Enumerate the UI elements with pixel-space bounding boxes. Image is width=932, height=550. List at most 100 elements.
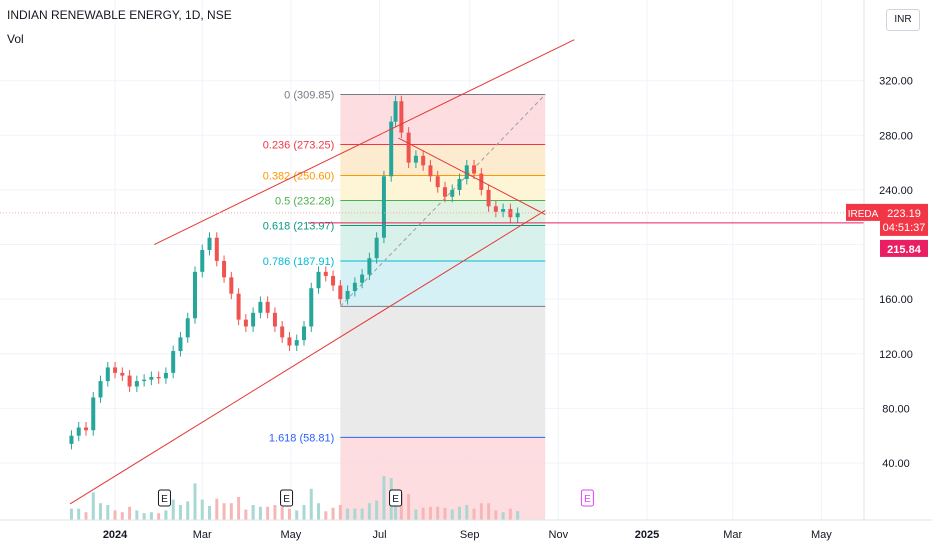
trendline-drawings[interactable] xyxy=(0,39,864,505)
x-tick-label: Mar xyxy=(193,529,212,541)
volume-bar xyxy=(157,513,161,520)
earnings-marker-label: E xyxy=(161,494,168,505)
candle-body xyxy=(156,376,161,379)
fib-zone xyxy=(340,94,546,145)
fib-level-label: 0.236 (273.25) xyxy=(263,140,335,152)
last-price-badge xyxy=(880,203,928,236)
price-badges: IREDA 223.19 04:51:37 215.84 xyxy=(846,203,928,257)
x-tick-label: 2024 xyxy=(103,529,128,541)
x-tick-label: Jul xyxy=(373,529,387,541)
fib-zone xyxy=(340,261,546,307)
candle-body xyxy=(515,212,520,218)
time-axis[interactable]: 2024 Mar May Jul Sep Nov 2025 Mar May xyxy=(103,529,832,541)
fib-level-label: 0.382 (250.60) xyxy=(263,170,335,182)
volume-bar xyxy=(479,503,483,520)
trendline-descending xyxy=(398,137,546,215)
volume-indicator-label[interactable]: Vol xyxy=(7,32,24,46)
volume-bar xyxy=(215,498,219,520)
volume-bar xyxy=(106,505,110,520)
fib-level-label: 0 (309.85) xyxy=(284,90,334,102)
fib-zone xyxy=(340,200,546,226)
candle-body xyxy=(120,372,125,376)
y-tick-label: 240.00 xyxy=(879,185,913,197)
earnings-marker-label: E xyxy=(392,494,399,505)
price-axis[interactable]: 40.00 80.00 120.00 160.00 240.00 280.00 320.00 xyxy=(879,76,913,470)
volume-bar xyxy=(171,499,175,520)
fib-zone xyxy=(340,175,546,201)
candle-body xyxy=(316,271,321,289)
candle-body xyxy=(280,326,285,338)
x-tick-label: May xyxy=(811,529,832,541)
volume-bar xyxy=(120,512,124,520)
x-tick-label: Nov xyxy=(549,529,569,541)
volume-bar xyxy=(494,510,498,520)
candle-body xyxy=(200,250,205,272)
fib-level-label: 0.786 (187.91) xyxy=(263,256,335,268)
volume-bar xyxy=(465,505,469,520)
volume-bar xyxy=(399,493,403,520)
currency-selector[interactable]: INR xyxy=(886,9,920,31)
fib-zone-extension xyxy=(340,437,546,520)
candle-body xyxy=(258,301,263,313)
candle-body xyxy=(428,165,433,177)
candle-body xyxy=(98,381,103,398)
volume-bar xyxy=(273,505,277,520)
earnings-marker-label: E xyxy=(283,494,290,505)
chart-title: INDIAN RENEWABLE ENERGY, 1D, NSE xyxy=(7,8,232,22)
volume-bar xyxy=(375,500,379,520)
trendline-channel-lower xyxy=(69,209,546,505)
candle-body xyxy=(323,271,328,276)
fibonacci-retracement[interactable]: 0 (309.85) 0.236 (273.25) 0.382 (250.60) 0.… xyxy=(263,90,546,520)
volume-bar xyxy=(222,503,226,520)
candle-body xyxy=(442,187,447,197)
fib-zone xyxy=(340,306,546,438)
horizontal-line-value: 215.84 xyxy=(887,244,922,256)
volume-bar xyxy=(317,503,321,520)
candle-body xyxy=(171,351,176,373)
volume-bar xyxy=(450,509,454,520)
volume-bar xyxy=(338,505,342,520)
earnings-marker[interactable] xyxy=(580,489,594,507)
candle-body xyxy=(309,288,314,327)
candle-body xyxy=(360,274,365,283)
y-tick-label: 160.00 xyxy=(879,294,913,306)
candle-body xyxy=(352,282,357,291)
volume-bar xyxy=(331,507,335,520)
candle-body xyxy=(134,381,139,387)
bar-countdown: 04:51:37 xyxy=(883,222,926,234)
volume-bar xyxy=(414,509,418,520)
candle-body xyxy=(472,165,477,174)
volume-bar xyxy=(229,503,233,520)
y-tick-label: 120.00 xyxy=(879,349,913,361)
candle-body xyxy=(222,260,227,278)
candle-body xyxy=(501,209,506,212)
earnings-marker[interactable] xyxy=(280,489,294,507)
candle-body xyxy=(127,375,132,387)
earnings-marker[interactable] xyxy=(157,489,171,507)
volume-bar xyxy=(186,501,190,520)
candle-body xyxy=(399,101,404,133)
candle-body xyxy=(338,285,343,300)
candle-body xyxy=(163,372,168,379)
fib-level-label: 0.5 (232.28) xyxy=(275,195,334,207)
volume-bar xyxy=(508,508,512,520)
candle-body xyxy=(214,237,219,261)
fib-diagonal-dashed xyxy=(339,94,546,307)
volume-bar xyxy=(258,506,262,520)
candle-body xyxy=(243,319,248,327)
volume-bar xyxy=(324,511,328,520)
volume-bar xyxy=(91,492,95,520)
volume-bar xyxy=(208,505,212,520)
candle-body xyxy=(389,121,394,177)
candle-body xyxy=(413,155,418,163)
earnings-marker[interactable] xyxy=(389,489,403,507)
volume-bar xyxy=(501,512,505,520)
volume-bar xyxy=(382,476,386,520)
y-tick-label: 280.00 xyxy=(879,130,913,142)
candle-body xyxy=(76,427,81,436)
horizontal-line-badge xyxy=(880,239,928,257)
x-tick-label: Sep xyxy=(460,529,480,541)
volume-bar xyxy=(516,511,520,520)
